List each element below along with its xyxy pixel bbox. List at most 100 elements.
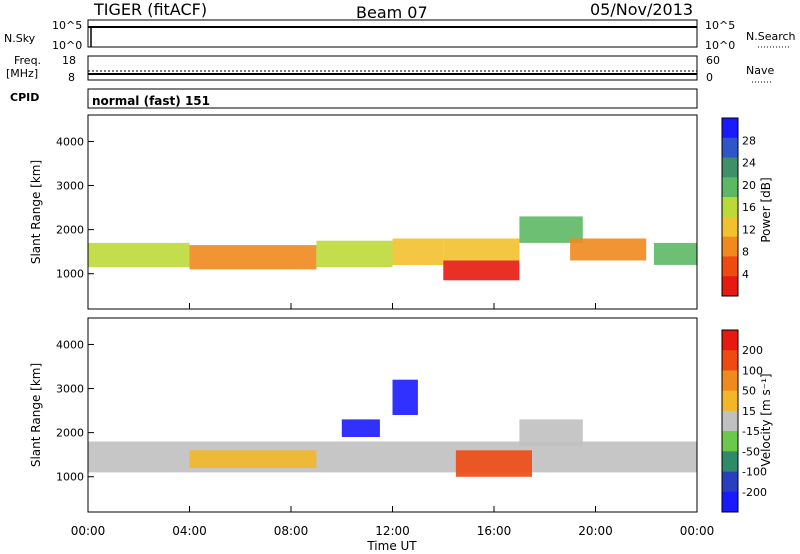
power-colorbar-swatch (722, 118, 738, 139)
nave-tick-top: 60 (706, 54, 720, 67)
velocity-colorbar-tick: 100 (742, 364, 763, 377)
cpid-panel: CPID normal (fast) 151 (10, 88, 698, 109)
x-axis-label: Time UT (366, 539, 417, 553)
power-colorbar-label: Power [dB] (759, 177, 773, 242)
power-colorbar-tick: 20 (742, 179, 756, 192)
power-band-2 (316, 240, 393, 268)
velocity-band-2 (341, 419, 380, 437)
freq-unit: [MHz] (6, 67, 38, 80)
date-label: 05/Nov/2013 (590, 0, 693, 19)
velocity-heatmap (88, 379, 697, 477)
velocity-colorbar-swatch (722, 370, 738, 392)
power-panel: Slant Range [km] 1000 2000 3000 4000 (29, 114, 698, 310)
velocity-ytick-label: 2000 (56, 427, 84, 440)
velocity-colorbar-swatch (722, 451, 738, 472)
x-tick-label: 00:00 (680, 524, 715, 538)
power-band-1 (189, 245, 317, 270)
power-colorbar-tick: 4 (742, 268, 749, 281)
power-yticks: 1000 2000 3000 4000 (56, 135, 94, 281)
velocity-band-0 (88, 441, 697, 473)
nave-tick-bottom: 0 (706, 71, 713, 84)
cpid-mode: normal (fast) 151 (92, 94, 210, 108)
velocity-ylabel: Slant Range [km] (29, 363, 43, 467)
power-band-5 (443, 238, 520, 261)
power-colorbar-swatch (722, 197, 738, 218)
nsky-panel: N.Sky 10^5 10^0 N.Search 10^5 10^0 (4, 19, 796, 52)
velocity-band-3 (392, 379, 418, 415)
velocity-colorbar-tick: 200 (742, 344, 763, 357)
x-tick-label: 12:00 (375, 524, 410, 538)
velocity-panel: Slant Range [km] 1000 2000 3000 4000 (29, 317, 698, 513)
power-band-7 (570, 238, 647, 261)
nsky-tick-bottom: 10^0 (52, 39, 82, 52)
power-ytick-label: 4000 (56, 135, 84, 148)
velocity-colorbar-tick: 15 (742, 405, 756, 418)
power-band-0 (88, 242, 190, 268)
velocity-colorbar-swatch (722, 491, 738, 513)
velocity-band-5 (519, 419, 583, 446)
power-colorbar-tick: 12 (742, 223, 756, 236)
freq-panel: Freq. [MHz] 18 8 Nave 60 0 (6, 54, 774, 84)
power-band-4 (443, 260, 520, 281)
nsearch-tick-top: 10^5 (705, 19, 735, 32)
nsky-tick-top: 10^5 (52, 19, 82, 32)
velocity-ytick-label: 3000 (56, 383, 84, 396)
freq-tick-bottom: 8 (68, 71, 75, 84)
power-band-3 (392, 238, 444, 265)
velocity-colorbar-tick: 50 (742, 385, 756, 398)
power-colorbar-tick: 8 (742, 246, 749, 259)
power-colorbar-swatch (722, 216, 738, 238)
power-colorbar-swatch (722, 137, 738, 159)
velocity-ytick-label: 4000 (56, 338, 84, 351)
cpid-label: CPID (10, 91, 39, 104)
freq-label: Freq. (14, 54, 41, 67)
velocity-band-1 (189, 450, 317, 468)
power-band-6 (519, 216, 583, 243)
velocity-colorbar-tick: -15 (742, 425, 760, 438)
power-colorbar-swatch (722, 157, 738, 178)
freq-tick-top: 18 (62, 54, 76, 67)
velocity-colorbar-label: Velocity [m s⁻¹] (759, 373, 773, 466)
velocity-colorbar-swatch (722, 350, 738, 371)
velocity-colorbar-swatch (722, 330, 738, 351)
power-colorbar-tick: 16 (742, 201, 756, 214)
x-tick-label: 20:00 (578, 524, 613, 538)
power-colorbar-swatch (722, 276, 738, 297)
power-colorbar: 4 8 12 16 20 24 28 (721, 117, 756, 297)
power-colorbar-frame (721, 117, 739, 297)
velocity-ytick-label: 1000 (56, 471, 84, 484)
velocity-colorbar-swatch (722, 471, 738, 493)
power-colorbar-tick: 24 (742, 157, 756, 170)
power-colorbar-swatch (722, 236, 738, 257)
power-colorbar-swatch (722, 256, 738, 277)
power-ytick-label: 1000 (56, 268, 84, 281)
velocity-band-4 (455, 450, 532, 477)
x-tick-label: 08:00 (274, 524, 309, 538)
velocity-colorbar-frame (721, 329, 739, 513)
x-axis: 00:00 04:00 08:00 12:00 16:00 20:00 00:00 (71, 303, 715, 538)
power-ytick-label: 3000 (56, 180, 84, 193)
velocity-colorbar: -200 -100 -50 -15 15 50 100 200 (721, 329, 767, 513)
power-colorbar-swatch (722, 177, 738, 198)
beam-label: Beam 07 (356, 3, 428, 22)
velocity-colorbar-swatch (722, 390, 738, 412)
x-tick-label: 04:00 (172, 524, 207, 538)
velocity-colorbar-swatch (722, 410, 738, 432)
nsky-label: N.Sky (4, 32, 36, 45)
velocity-colorbar-tick: -50 (742, 445, 760, 458)
velocity-colorbar-tick: -200 (742, 486, 767, 499)
velocity-colorbar-tick: -100 (742, 466, 767, 479)
nsearch-tick-bottom: 10^0 (705, 39, 735, 52)
nsearch-label: N.Search (746, 30, 796, 43)
velocity-colorbar-swatch (722, 431, 738, 452)
x-tick-label: 16:00 (477, 524, 512, 538)
power-colorbar-tick: 28 (742, 134, 756, 147)
nave-label: Nave (746, 64, 774, 77)
velocity-yticks: 1000 2000 3000 4000 (56, 338, 94, 484)
power-band-8 (653, 242, 697, 265)
power-heatmap (88, 216, 697, 281)
power-ytick-label: 2000 (56, 224, 84, 237)
station-title: TIGER (fitACF) (93, 0, 207, 19)
x-tick-label: 00:00 (71, 524, 106, 538)
